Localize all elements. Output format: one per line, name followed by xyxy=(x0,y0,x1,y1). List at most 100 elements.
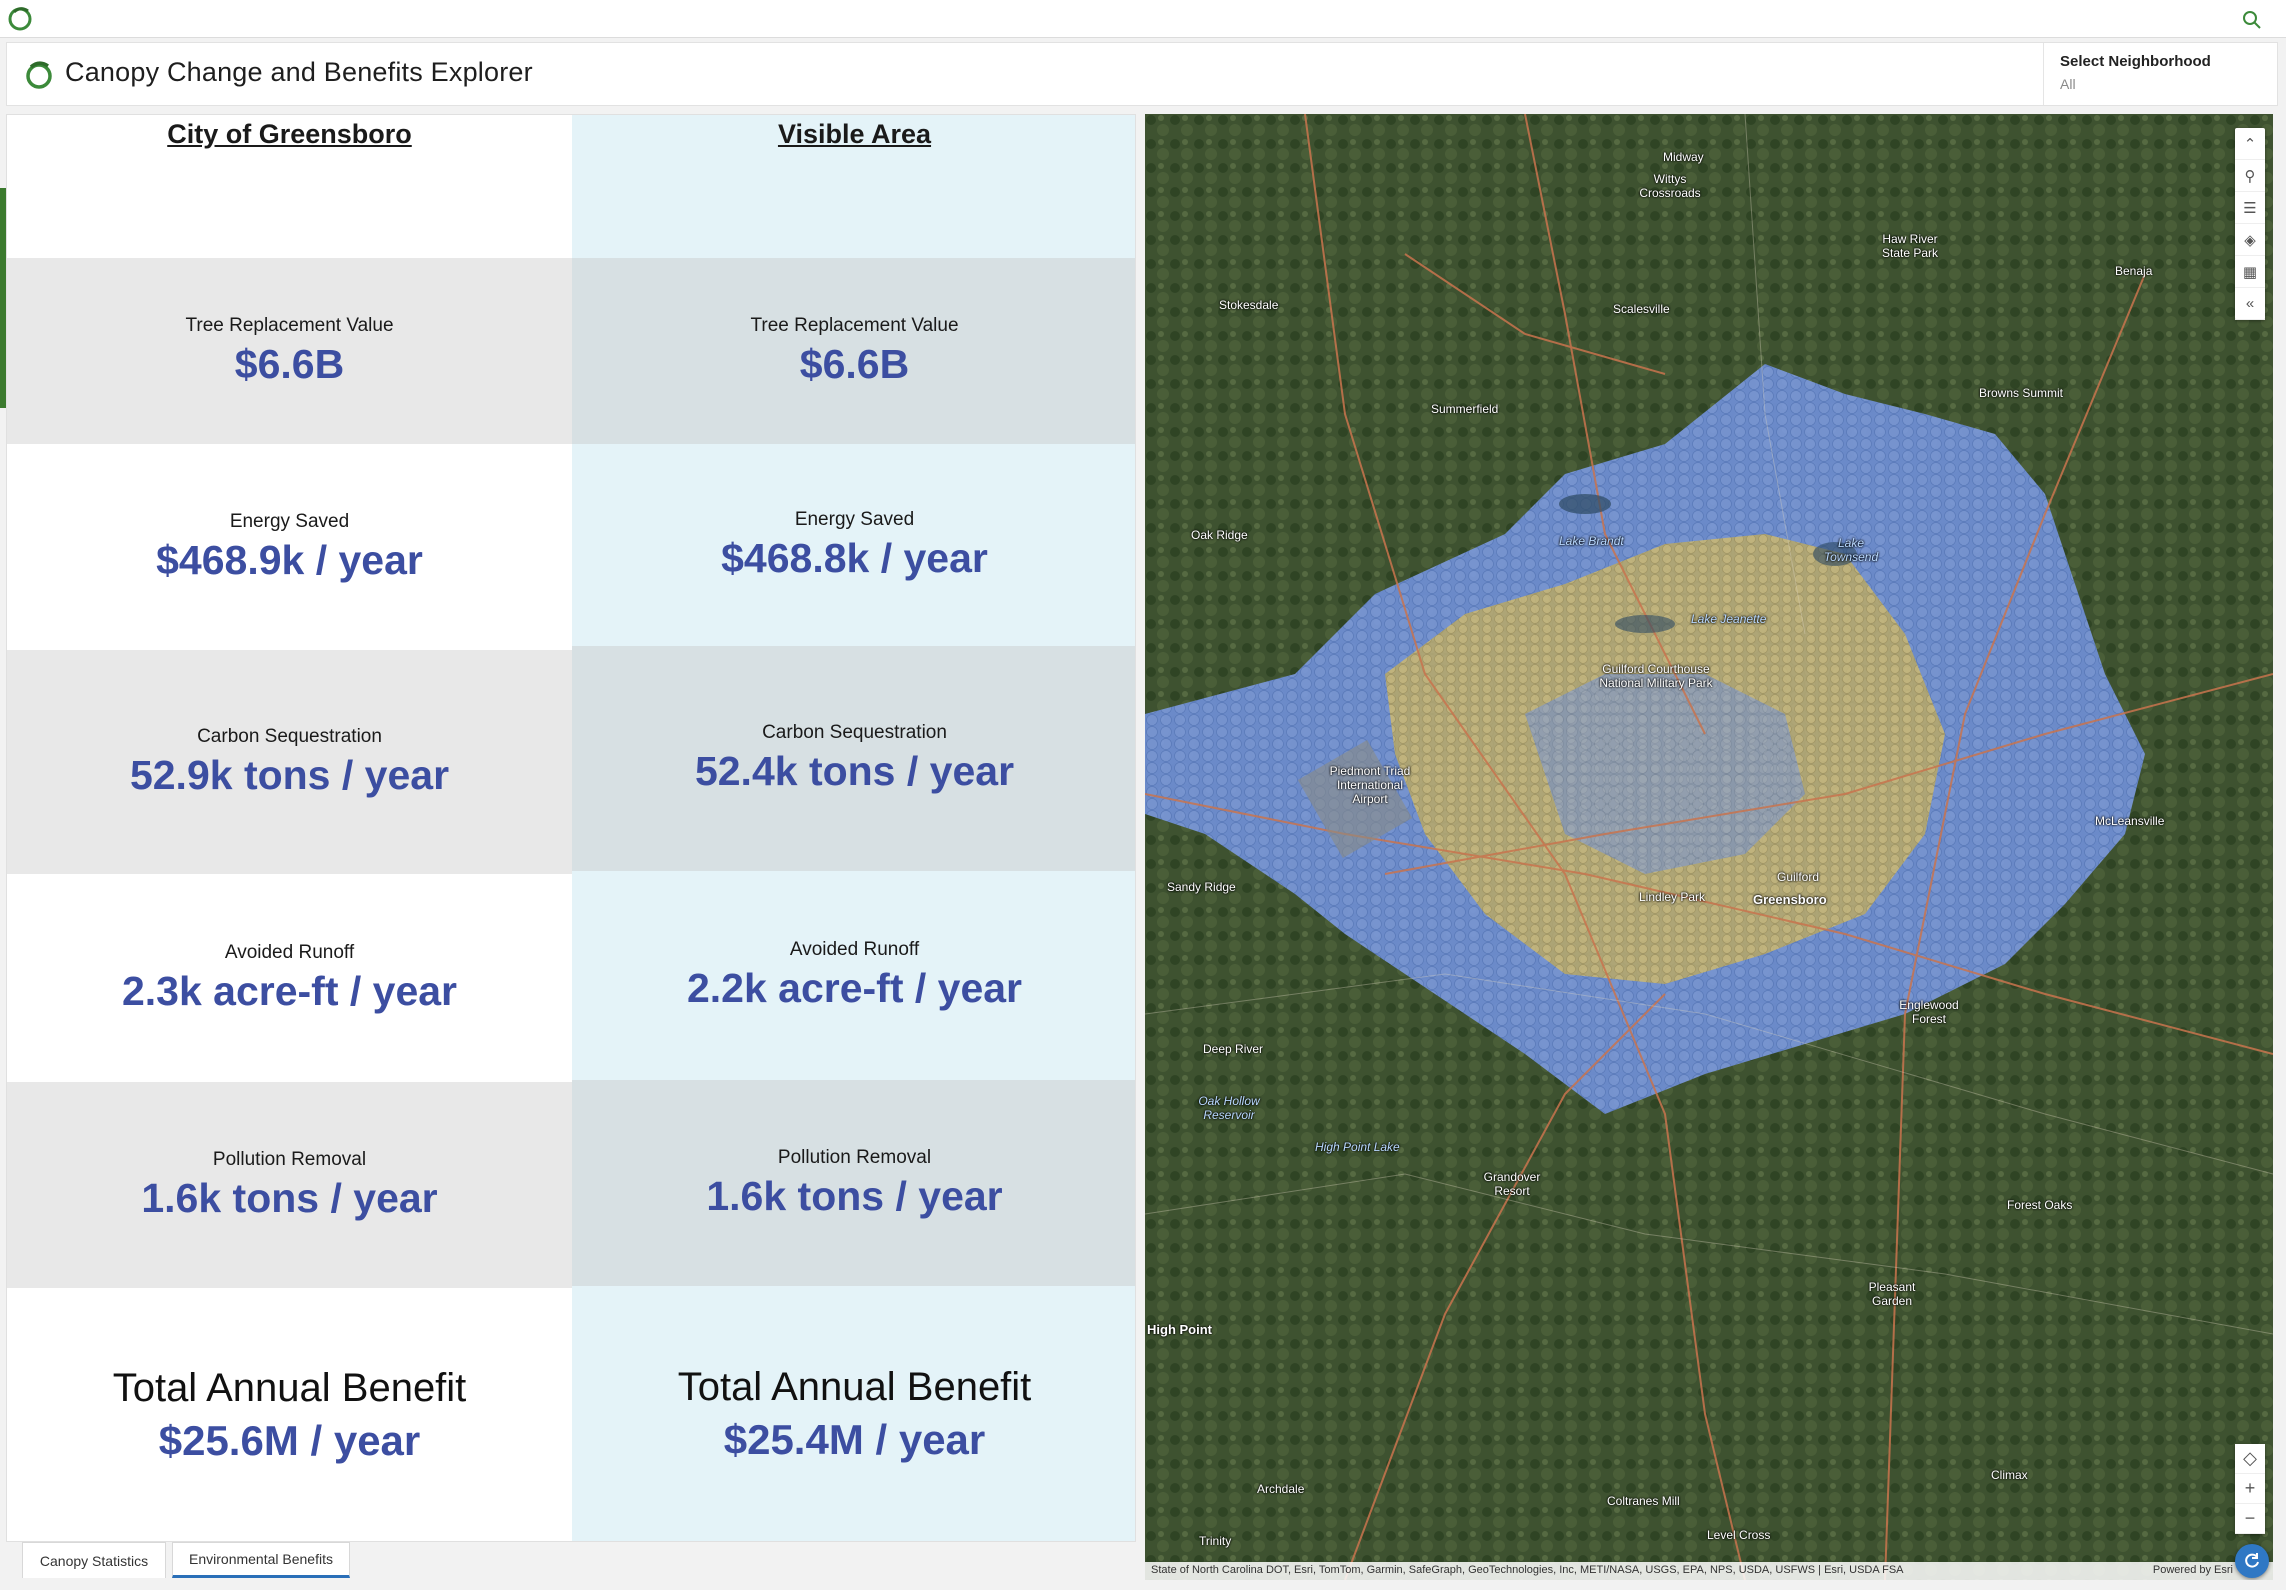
map-place-label: Archdale xyxy=(1257,1482,1305,1496)
collapse-up-icon[interactable]: ⌃ xyxy=(2235,128,2265,160)
metric-value: $6.6B xyxy=(799,340,910,387)
greensboro-logo-icon[interactable] xyxy=(6,4,36,34)
total-value: $25.6M / year xyxy=(158,1417,421,1464)
map-city-label: Greensboro xyxy=(1753,892,1827,907)
map-place-label: Lake Jeanette xyxy=(1691,612,1767,626)
map-place-label: Midway xyxy=(1663,150,1704,164)
metric-label: Pollution Removal xyxy=(212,1148,367,1170)
map-place-label: Deep River xyxy=(1203,1042,1264,1056)
metric-card: Energy Saved $468.9k / year xyxy=(7,444,572,650)
tab-canopy-statistics[interactable]: Canopy Statistics xyxy=(22,1542,166,1578)
total-benefit-card: Total Annual Benefit $25.6M / year xyxy=(7,1288,572,1541)
neighborhood-select-label: Select Neighborhood xyxy=(2060,53,2211,70)
map-place-label: Stokesdale xyxy=(1219,298,1279,312)
map-place-label: Haw River State Park xyxy=(1881,232,1939,260)
visible-area-heading-cell: Visible Area xyxy=(572,115,1135,258)
map-place-label: Lindley Park xyxy=(1639,890,1706,904)
neighborhood-select-value: All xyxy=(2060,76,2076,92)
attribution-text: State of North Carolina DOT, Esri, TomTo… xyxy=(1151,1564,1904,1576)
total-value: $25.4M / year xyxy=(723,1416,986,1463)
map-place-label: Climax xyxy=(1991,1468,2028,1482)
total-benefit-card: Total Annual Benefit $25.4M / year xyxy=(572,1286,1135,1541)
total-label: Total Annual Benefit xyxy=(677,1365,1032,1409)
search-map-icon[interactable]: ⚲ xyxy=(2235,160,2265,192)
page-title: Canopy Change and Benefits Explorer xyxy=(65,57,533,87)
map-city-label: High Point xyxy=(1147,1322,1212,1337)
map-place-label: Wittys Crossroads xyxy=(1639,172,1701,200)
map-place-label: Grandover Resort xyxy=(1483,1170,1541,1198)
metric-card: Avoided Runoff 2.3k acre-ft / year xyxy=(7,874,572,1082)
map-place-label: McLeansville xyxy=(2095,814,2165,828)
map-place-label: Scalesville xyxy=(1613,302,1670,316)
metric-label: Tree Replacement Value xyxy=(185,314,394,336)
map-place-label: Guilford xyxy=(1777,870,1820,884)
benefits-panel: City of Greensboro Tree Replacement Valu… xyxy=(6,114,1136,1542)
neighborhood-select[interactable]: Select Neighborhood All xyxy=(2043,43,2279,105)
tab-environmental-benefits[interactable]: Environmental Benefits xyxy=(172,1542,350,1578)
map-place-label: Oak Ridge xyxy=(1191,528,1248,542)
locate-icon[interactable]: ◇ xyxy=(2235,1444,2265,1474)
powered-by-esri[interactable]: Powered by Esri xyxy=(2152,1564,2233,1576)
metric-value: 2.3k acre-ft / year xyxy=(121,967,458,1014)
map-toolbar: ⌃ ⚲ ☰ ◈ ▦ « xyxy=(2235,128,2265,320)
map-place-label: Trinity xyxy=(1199,1534,1232,1548)
metric-value: 52.9k tons / year xyxy=(129,751,450,798)
refresh-fab-icon[interactable] xyxy=(2235,1544,2269,1578)
metric-card: Carbon Sequestration 52.4k tons / year xyxy=(572,646,1135,871)
map-zoom-controls: ◇ + − xyxy=(2235,1444,2265,1534)
collapse-left-icon[interactable]: « xyxy=(2235,288,2265,320)
metric-label: Tree Replacement Value xyxy=(750,314,959,336)
tab-bar: Canopy Statistics Environmental Benefits xyxy=(6,1542,1136,1580)
city-column: City of Greensboro Tree Replacement Valu… xyxy=(7,115,572,1541)
metric-value: $6.6B xyxy=(234,340,345,387)
metric-card: Pollution Removal 1.6k tons / year xyxy=(572,1080,1135,1286)
map-place-label: Benaja xyxy=(2115,264,2153,278)
map-place-label: Englewood Forest xyxy=(1899,998,1959,1026)
map-place-label: Oak Hollow Reservoir xyxy=(1198,1094,1260,1122)
metric-label: Avoided Runoff xyxy=(789,939,920,960)
map-place-label: Browns Summit xyxy=(1979,386,2064,400)
map-attribution: State of North Carolina DOT, Esri, TomTo… xyxy=(1145,1562,2273,1580)
layers-icon[interactable]: ◈ xyxy=(2235,224,2265,256)
map-terrain xyxy=(1145,114,2273,1580)
refresh-icon xyxy=(2245,1553,2259,1568)
metric-card: Pollution Removal 1.6k tons / year xyxy=(7,1082,572,1288)
metric-card: Tree Replacement Value $6.6B xyxy=(7,258,572,444)
map-view[interactable]: Midway Wittys Crossroads Haw River State… xyxy=(1145,114,2273,1580)
basemap-gallery-icon[interactable]: ▦ xyxy=(2235,256,2265,288)
app-header: Canopy Change and Benefits Explorer Sele… xyxy=(6,42,2278,106)
map-place-label: Coltranes Mill xyxy=(1607,1494,1680,1508)
metric-value: 1.6k tons / year xyxy=(706,1172,1003,1219)
metric-label: Avoided Runoff xyxy=(224,941,355,963)
metric-value: 52.4k tons / year xyxy=(694,748,1015,794)
city-heading-cell: City of Greensboro xyxy=(7,115,572,258)
zoom-out-icon[interactable]: − xyxy=(2235,1504,2265,1534)
metric-value: $468.8k / year xyxy=(721,534,988,581)
map-place-label: Pleasant Garden xyxy=(1868,1280,1916,1308)
metric-card: Energy Saved $468.8k / year xyxy=(572,444,1135,646)
metric-value: 1.6k tons / year xyxy=(141,1174,438,1221)
map-place-label: Level Cross xyxy=(1707,1528,1771,1542)
visible-area-column: Visible Area Tree Replacement Value $6.6… xyxy=(572,115,1135,1541)
legend-list-icon[interactable]: ☰ xyxy=(2235,192,2265,224)
map-place-label: Piedmont Triad International Airport xyxy=(1329,764,1411,806)
metric-card: Carbon Sequestration 52.9k tons / year xyxy=(7,650,572,874)
zoom-in-icon[interactable]: + xyxy=(2235,1474,2265,1504)
map-place-label: Forest Oaks xyxy=(2007,1198,2073,1212)
side-accent-bar xyxy=(0,188,7,408)
map-place-label: Guilford Courthouse National Military Pa… xyxy=(1599,662,1713,690)
metric-card: Tree Replacement Value $6.6B xyxy=(572,258,1135,444)
metric-label: Carbon Sequestration xyxy=(762,722,947,743)
metric-value: 2.2k acre-ft / year xyxy=(686,965,1023,1011)
metric-label: Energy Saved xyxy=(794,508,915,530)
search-icon[interactable] xyxy=(2240,8,2264,32)
map-place-label: Lake Brandt xyxy=(1559,534,1624,548)
map-place-label: Lake Townsend xyxy=(1823,536,1879,564)
metric-card: Avoided Runoff 2.2k acre-ft / year xyxy=(572,871,1135,1080)
map-place-label: High Point Lake xyxy=(1315,1140,1400,1154)
total-label: Total Annual Benefit xyxy=(112,1366,467,1410)
top-bar xyxy=(0,0,2286,38)
metric-label: Pollution Removal xyxy=(777,1146,932,1168)
metric-value: $468.9k / year xyxy=(156,536,423,583)
metric-label: Carbon Sequestration xyxy=(197,725,382,747)
